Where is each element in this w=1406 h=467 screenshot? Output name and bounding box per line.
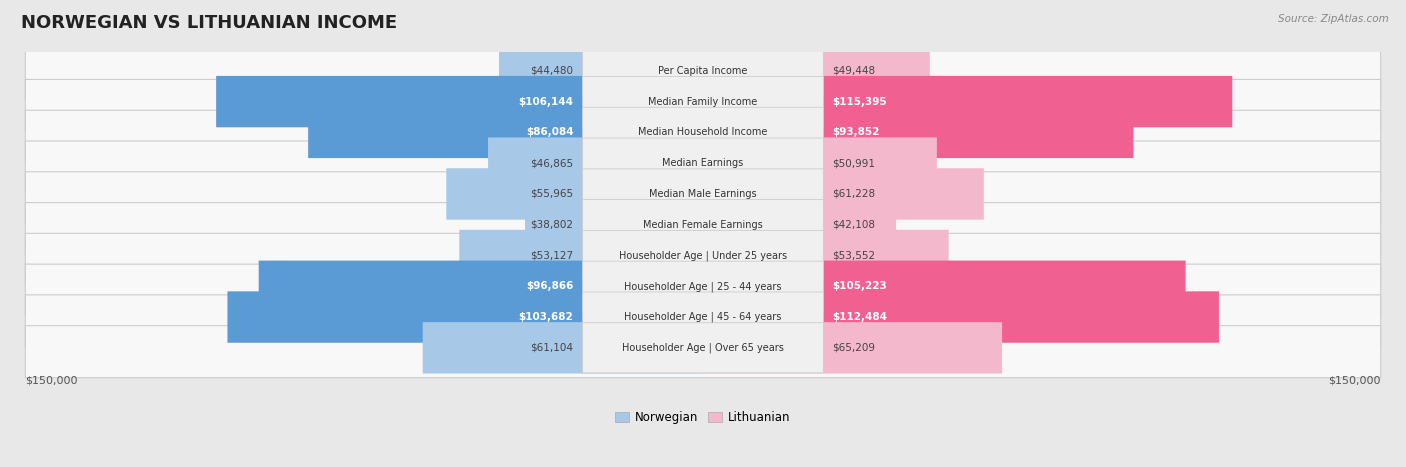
FancyBboxPatch shape bbox=[703, 76, 1232, 127]
Text: $106,144: $106,144 bbox=[519, 97, 574, 106]
Text: Source: ZipAtlas.com: Source: ZipAtlas.com bbox=[1278, 14, 1389, 24]
FancyBboxPatch shape bbox=[582, 107, 824, 157]
Text: $42,108: $42,108 bbox=[832, 219, 876, 230]
FancyBboxPatch shape bbox=[703, 230, 949, 281]
Text: Householder Age | 45 - 64 years: Householder Age | 45 - 64 years bbox=[624, 312, 782, 322]
FancyBboxPatch shape bbox=[582, 46, 824, 96]
FancyBboxPatch shape bbox=[499, 45, 703, 97]
FancyBboxPatch shape bbox=[703, 45, 929, 97]
Text: $150,000: $150,000 bbox=[25, 375, 77, 385]
FancyBboxPatch shape bbox=[582, 230, 824, 281]
FancyBboxPatch shape bbox=[25, 264, 1381, 316]
FancyBboxPatch shape bbox=[703, 322, 1002, 374]
FancyBboxPatch shape bbox=[582, 138, 824, 188]
Text: Householder Age | Under 25 years: Householder Age | Under 25 years bbox=[619, 250, 787, 261]
FancyBboxPatch shape bbox=[582, 292, 824, 342]
Text: Median Family Income: Median Family Income bbox=[648, 97, 758, 106]
FancyBboxPatch shape bbox=[25, 172, 1381, 224]
FancyBboxPatch shape bbox=[25, 141, 1381, 193]
Text: $61,228: $61,228 bbox=[832, 189, 876, 199]
FancyBboxPatch shape bbox=[703, 291, 1219, 343]
Text: $49,448: $49,448 bbox=[832, 66, 876, 76]
FancyBboxPatch shape bbox=[446, 168, 703, 219]
Text: NORWEGIAN VS LITHUANIAN INCOME: NORWEGIAN VS LITHUANIAN INCOME bbox=[21, 14, 398, 32]
Text: Householder Age | 25 - 44 years: Householder Age | 25 - 44 years bbox=[624, 281, 782, 291]
Text: $112,484: $112,484 bbox=[832, 312, 887, 322]
Text: $38,802: $38,802 bbox=[530, 219, 574, 230]
FancyBboxPatch shape bbox=[582, 323, 824, 373]
FancyBboxPatch shape bbox=[228, 291, 703, 343]
FancyBboxPatch shape bbox=[582, 169, 824, 219]
Text: $150,000: $150,000 bbox=[1329, 375, 1381, 385]
Text: Median Earnings: Median Earnings bbox=[662, 158, 744, 168]
FancyBboxPatch shape bbox=[25, 79, 1381, 131]
Text: $55,965: $55,965 bbox=[530, 189, 574, 199]
Text: $96,866: $96,866 bbox=[526, 281, 574, 291]
Text: $93,852: $93,852 bbox=[832, 127, 880, 137]
FancyBboxPatch shape bbox=[703, 137, 936, 189]
FancyBboxPatch shape bbox=[488, 137, 703, 189]
FancyBboxPatch shape bbox=[582, 199, 824, 250]
FancyBboxPatch shape bbox=[703, 261, 1185, 312]
Text: Per Capita Income: Per Capita Income bbox=[658, 66, 748, 76]
Text: $105,223: $105,223 bbox=[832, 281, 887, 291]
FancyBboxPatch shape bbox=[217, 76, 703, 127]
FancyBboxPatch shape bbox=[703, 199, 896, 250]
FancyBboxPatch shape bbox=[25, 234, 1381, 285]
FancyBboxPatch shape bbox=[460, 230, 703, 281]
FancyBboxPatch shape bbox=[524, 199, 703, 250]
FancyBboxPatch shape bbox=[25, 49, 1381, 101]
Text: $61,104: $61,104 bbox=[530, 343, 574, 353]
FancyBboxPatch shape bbox=[582, 261, 824, 311]
FancyBboxPatch shape bbox=[703, 168, 984, 219]
Text: $46,865: $46,865 bbox=[530, 158, 574, 168]
FancyBboxPatch shape bbox=[25, 325, 1381, 378]
Text: Median Household Income: Median Household Income bbox=[638, 127, 768, 137]
Text: $50,991: $50,991 bbox=[832, 158, 876, 168]
Text: $86,084: $86,084 bbox=[526, 127, 574, 137]
Legend: Norwegian, Lithuanian: Norwegian, Lithuanian bbox=[610, 406, 796, 429]
Text: Median Male Earnings: Median Male Earnings bbox=[650, 189, 756, 199]
Text: $44,480: $44,480 bbox=[530, 66, 574, 76]
FancyBboxPatch shape bbox=[308, 106, 703, 158]
FancyBboxPatch shape bbox=[25, 110, 1381, 162]
Text: $65,209: $65,209 bbox=[832, 343, 876, 353]
FancyBboxPatch shape bbox=[582, 77, 824, 127]
Text: $53,552: $53,552 bbox=[832, 250, 876, 261]
FancyBboxPatch shape bbox=[259, 261, 703, 312]
FancyBboxPatch shape bbox=[703, 106, 1133, 158]
FancyBboxPatch shape bbox=[25, 203, 1381, 255]
Text: Householder Age | Over 65 years: Householder Age | Over 65 years bbox=[621, 343, 785, 353]
FancyBboxPatch shape bbox=[25, 295, 1381, 347]
Text: $115,395: $115,395 bbox=[832, 97, 887, 106]
Text: $53,127: $53,127 bbox=[530, 250, 574, 261]
FancyBboxPatch shape bbox=[423, 322, 703, 374]
Text: Median Female Earnings: Median Female Earnings bbox=[643, 219, 763, 230]
Text: $103,682: $103,682 bbox=[519, 312, 574, 322]
